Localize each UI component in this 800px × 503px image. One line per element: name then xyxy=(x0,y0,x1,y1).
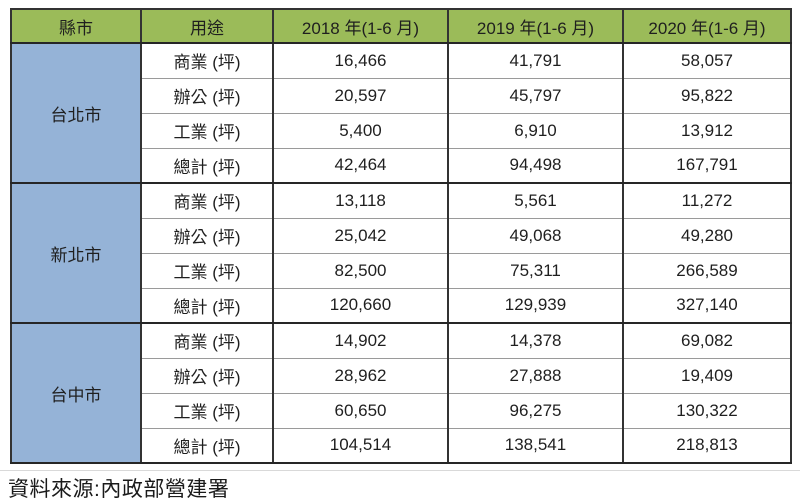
value-cell: 218,813 xyxy=(622,428,792,464)
value-cell: 104,514 xyxy=(272,428,449,464)
city-cell-newtaipei: 新北市 xyxy=(10,183,142,324)
table-row: 台北市 商業 (坪) 16,466 41,791 58,057 xyxy=(10,43,792,184)
value-cell: 27,888 xyxy=(447,358,624,394)
usage-cell: 商業 (坪) xyxy=(140,323,274,359)
value-cell: 14,902 xyxy=(272,323,449,359)
table-row: 新北市 商業 (坪) 13,118 5,561 11,272 xyxy=(10,183,792,324)
col-header-usage: 用途 xyxy=(140,9,274,44)
city-cell-taichung: 台中市 xyxy=(10,323,142,464)
table-row: 台中市 商業 (坪) 14,902 14,378 69,082 xyxy=(10,323,792,464)
value-cell: 167,791 xyxy=(622,148,792,184)
value-cell: 25,042 xyxy=(272,218,449,254)
header-row: 縣市 用途 2018 年(1-6 月) 2019 年(1-6 月) 2020 年… xyxy=(10,9,792,44)
usage-cell: 總計 (坪) xyxy=(140,148,274,184)
usage-cell: 總計 (坪) xyxy=(140,288,274,324)
usage-cell: 工業 (坪) xyxy=(140,113,274,149)
usage-cell: 總計 (坪) xyxy=(140,428,274,464)
value-cell: 69,082 xyxy=(622,323,792,359)
value-cell: 60,650 xyxy=(272,393,449,429)
table-row: 辦公 (坪) 20,597 45,797 95,822 xyxy=(11,78,792,114)
table-row: 總計 (坪) 104,514 138,541 218,813 xyxy=(11,428,792,464)
value-cell: 266,589 xyxy=(622,253,792,289)
value-cell: 14,378 xyxy=(447,323,624,359)
value-cell: 16,466 xyxy=(272,43,449,79)
value-cell: 49,068 xyxy=(447,218,624,254)
divider-line xyxy=(0,470,800,471)
value-cell: 20,597 xyxy=(272,78,449,114)
col-header-2019: 2019 年(1-6 月) xyxy=(447,9,624,44)
usage-cell: 商業 (坪) xyxy=(140,183,274,219)
source-note: 資料來源:內政部營建署 xyxy=(8,478,230,501)
col-header-city: 縣市 xyxy=(10,9,142,44)
value-cell: 58,057 xyxy=(622,43,792,79)
value-cell: 19,409 xyxy=(622,358,792,394)
value-cell: 327,140 xyxy=(622,288,792,324)
value-cell: 11,272 xyxy=(622,183,792,219)
value-cell: 49,280 xyxy=(622,218,792,254)
usage-cell: 辦公 (坪) xyxy=(140,358,274,394)
table-row: 辦公 (坪) 28,962 27,888 19,409 xyxy=(11,358,792,394)
value-cell: 6,910 xyxy=(447,113,624,149)
usage-cell: 辦公 (坪) xyxy=(140,218,274,254)
table-row: 總計 (坪) 120,660 129,939 327,140 xyxy=(11,288,792,324)
value-cell: 130,322 xyxy=(622,393,792,429)
col-header-2020: 2020 年(1-6 月) xyxy=(622,9,792,44)
usage-cell: 商業 (坪) xyxy=(140,43,274,79)
value-cell: 138,541 xyxy=(447,428,624,464)
col-header-2018: 2018 年(1-6 月) xyxy=(272,9,449,44)
value-cell: 45,797 xyxy=(447,78,624,114)
value-cell: 13,912 xyxy=(622,113,792,149)
value-cell: 120,660 xyxy=(272,288,449,324)
table-row: 辦公 (坪) 25,042 49,068 49,280 xyxy=(11,218,792,254)
value-cell: 42,464 xyxy=(272,148,449,184)
table-row: 總計 (坪) 42,464 94,498 167,791 xyxy=(11,148,792,184)
value-cell: 75,311 xyxy=(447,253,624,289)
value-cell: 129,939 xyxy=(447,288,624,324)
value-cell: 95,822 xyxy=(622,78,792,114)
floor-area-table: 縣市 用途 2018 年(1-6 月) 2019 年(1-6 月) 2020 年… xyxy=(10,8,792,464)
value-cell: 5,561 xyxy=(447,183,624,219)
value-cell: 94,498 xyxy=(447,148,624,184)
usage-cell: 辦公 (坪) xyxy=(140,78,274,114)
usage-cell: 工業 (坪) xyxy=(140,253,274,289)
value-cell: 5,400 xyxy=(272,113,449,149)
value-cell: 96,275 xyxy=(447,393,624,429)
usage-cell: 工業 (坪) xyxy=(140,393,274,429)
value-cell: 13,118 xyxy=(272,183,449,219)
value-cell: 28,962 xyxy=(272,358,449,394)
table-row: 工業 (坪) 5,400 6,910 13,912 xyxy=(11,113,792,149)
value-cell: 82,500 xyxy=(272,253,449,289)
value-cell: 41,791 xyxy=(447,43,624,79)
table-row: 工業 (坪) 82,500 75,311 266,589 xyxy=(11,253,792,289)
city-cell-taipei: 台北市 xyxy=(10,43,142,184)
table-row: 工業 (坪) 60,650 96,275 130,322 xyxy=(11,393,792,429)
